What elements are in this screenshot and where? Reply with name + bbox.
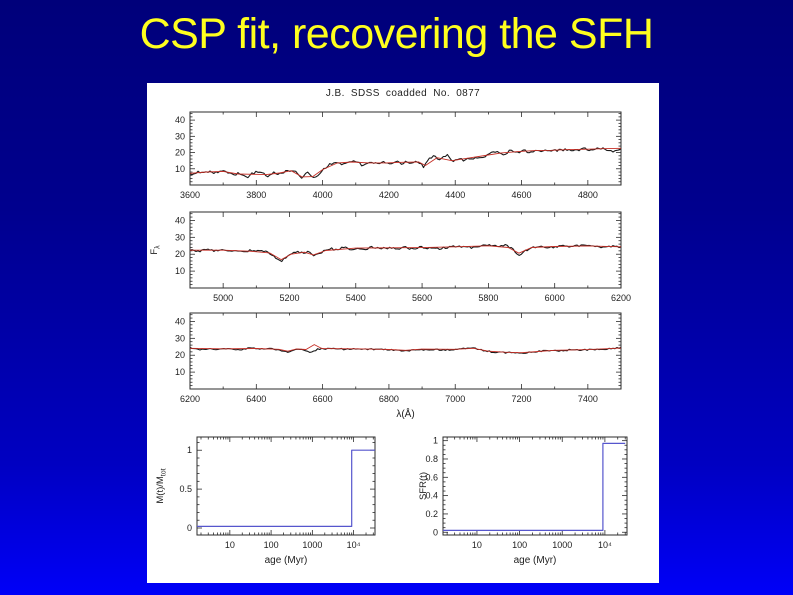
svg-text:10⁴: 10⁴ bbox=[347, 540, 361, 550]
svg-text:4000: 4000 bbox=[313, 190, 333, 200]
svg-text:100: 100 bbox=[512, 540, 527, 550]
svg-text:4400: 4400 bbox=[445, 190, 465, 200]
spectrum-panel-blue-plot: 3600 3800 4000 4200 4400 4600 4800 10 20 30 40 bbox=[175, 111, 622, 200]
slide-title: CSP fit, recovering the SFH bbox=[139, 10, 654, 58]
svg-text:3600: 3600 bbox=[180, 190, 200, 200]
svg-text:3800: 3800 bbox=[246, 190, 266, 200]
svg-text:6400: 6400 bbox=[246, 394, 266, 404]
observed-spectrum-line bbox=[190, 147, 621, 179]
svg-text:5600: 5600 bbox=[412, 293, 432, 303]
svg-text:5200: 5200 bbox=[279, 293, 299, 303]
svg-text:20: 20 bbox=[175, 148, 185, 158]
svg-text:1000: 1000 bbox=[302, 540, 322, 550]
svg-text:10: 10 bbox=[175, 367, 185, 377]
svg-text:5000: 5000 bbox=[213, 293, 233, 303]
svg-text:20: 20 bbox=[175, 350, 185, 360]
svg-text:0.6: 0.6 bbox=[425, 472, 438, 482]
svg-text:λ(Å): λ(Å) bbox=[396, 407, 414, 420]
svg-text:0.5: 0.5 bbox=[179, 484, 192, 494]
svg-text:5800: 5800 bbox=[478, 293, 498, 303]
svg-text:7200: 7200 bbox=[512, 394, 532, 404]
spectrum-panel-green-plot: 5000 5200 5400 5600 5800 6000 6200 10 20 30 40 Fλ bbox=[149, 211, 631, 303]
svg-text:10: 10 bbox=[225, 540, 235, 550]
svg-text:4200: 4200 bbox=[379, 190, 399, 200]
svg-text:M(t)/Mtot: M(t)/Mtot bbox=[155, 468, 168, 503]
CSP-model-fit-line bbox=[190, 344, 621, 354]
svg-text:4600: 4600 bbox=[512, 190, 532, 200]
spectrum-panel-red-plot: 6200 6400 6600 6800 7000 7200 7400 10 20 30 40 λ(Å) bbox=[175, 312, 622, 420]
CSP-model-fit-line bbox=[190, 245, 621, 261]
svg-text:40: 40 bbox=[175, 215, 185, 225]
svg-text:20: 20 bbox=[175, 249, 185, 259]
svg-text:age (Myr): age (Myr) bbox=[265, 555, 308, 566]
svg-text:6800: 6800 bbox=[379, 394, 399, 404]
svg-text:0.8: 0.8 bbox=[425, 454, 438, 464]
cumulative-mass-fraction-line bbox=[197, 449, 375, 527]
svg-text:7000: 7000 bbox=[445, 394, 465, 404]
svg-text:age (Myr): age (Myr) bbox=[514, 555, 557, 566]
plots-canvas: 3600 3800 4000 4200 4400 4600 4800102030405000… bbox=[149, 111, 631, 566]
svg-text:30: 30 bbox=[175, 232, 185, 242]
svg-text:1: 1 bbox=[187, 445, 192, 455]
svg-text:SFR(t): SFR(t) bbox=[418, 472, 429, 500]
figure-panel: J.B. SDSS coadded No. 0877 3600 3800 4000 4… bbox=[147, 83, 659, 583]
svg-text:6200: 6200 bbox=[180, 394, 200, 404]
svg-text:10: 10 bbox=[472, 540, 482, 550]
svg-text:100: 100 bbox=[264, 540, 279, 550]
svg-text:7400: 7400 bbox=[578, 394, 598, 404]
svg-text:6000: 6000 bbox=[545, 293, 565, 303]
svg-text:0: 0 bbox=[433, 527, 438, 537]
svg-text:0: 0 bbox=[187, 523, 192, 533]
svg-text:40: 40 bbox=[175, 316, 185, 326]
CSP-model-fit-line bbox=[190, 147, 621, 178]
figure-title: J.B. SDSS coadded No. 0877 bbox=[325, 88, 481, 99]
svg-text:10: 10 bbox=[175, 266, 185, 276]
svg-text:1000: 1000 bbox=[552, 540, 572, 550]
svg-text:10: 10 bbox=[175, 164, 185, 174]
svg-text:10⁴: 10⁴ bbox=[598, 540, 612, 550]
svg-text:6200: 6200 bbox=[611, 293, 631, 303]
svg-text:40: 40 bbox=[175, 115, 185, 125]
svg-text:Fλ: Fλ bbox=[149, 245, 162, 255]
mass-fraction-history-plot: 10 100 1000 10⁴ 0 0.5 1 age (Myr) M(t)/Mtot bbox=[155, 436, 376, 566]
svg-text:5400: 5400 bbox=[346, 293, 366, 303]
observed-spectrum-line bbox=[190, 243, 621, 263]
svg-text:0.2: 0.2 bbox=[425, 509, 438, 519]
svg-text:0.4: 0.4 bbox=[425, 491, 438, 501]
svg-text:6600: 6600 bbox=[313, 394, 333, 404]
star-formation-rate-history-plot: 10 100 1000 10⁴ 0 0.2 0.4 0.6 0.8 1 age (Myr) SFR(t… bbox=[418, 436, 628, 566]
svg-text:1: 1 bbox=[433, 436, 438, 446]
star-formation-rate-line bbox=[443, 442, 626, 531]
svg-text:30: 30 bbox=[175, 333, 185, 343]
svg-text:30: 30 bbox=[175, 131, 185, 141]
svg-text:4800: 4800 bbox=[578, 190, 598, 200]
